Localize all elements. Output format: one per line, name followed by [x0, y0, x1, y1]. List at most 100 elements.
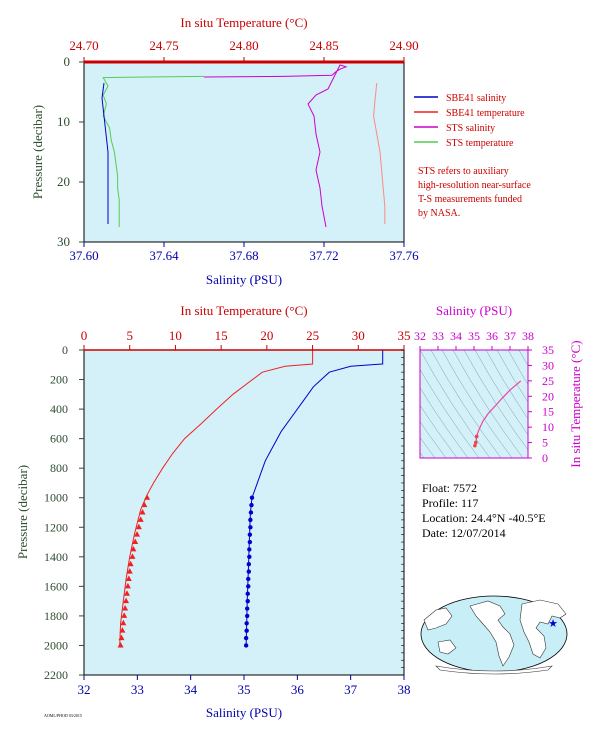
legend-item: STS salinity	[414, 123, 495, 134]
ts-top-axis-label: Salinity (PSU)	[436, 303, 512, 318]
main-y-tick-label: 1600	[44, 579, 68, 593]
main-y-tick-label: 2000	[44, 638, 68, 652]
float-number: Float: 7572	[422, 481, 477, 495]
main-top-tick-label: 15	[215, 328, 228, 343]
world-map: ★	[420, 595, 568, 675]
ts-density-contour	[496, 350, 528, 403]
temperature-marker	[118, 634, 125, 641]
ts-density-contour	[441, 350, 513, 458]
upper-bottom-axis-label: Salinity (PSU)	[206, 272, 282, 287]
temperature-marker	[132, 538, 139, 545]
temperature-marker	[127, 560, 134, 567]
map-land-asia-west	[423, 607, 453, 631]
salinity-marker	[249, 502, 254, 508]
profile-number: Profile: 117	[422, 496, 479, 510]
upper-series-line	[373, 82, 386, 224]
main-y-tick-label: 1800	[44, 609, 68, 623]
ts-right-tick-label: 30	[542, 358, 554, 372]
salinity-marker	[243, 635, 249, 641]
ts-density-contour	[530, 350, 600, 458]
main-y-tick-label: 1400	[44, 550, 68, 564]
ts-right-tick-label: 20	[542, 389, 554, 403]
map-land-australia	[437, 639, 457, 655]
ts-density-contour	[420, 350, 491, 458]
main-top-tick-label: 30	[352, 328, 365, 343]
ts-top-tick-label: 35	[468, 329, 480, 343]
main-y-tick-label: 1000	[44, 491, 68, 505]
legend-label: SBE41 salinity	[446, 93, 506, 104]
salinity-marker	[246, 569, 251, 574]
float-location-star-icon: ★	[548, 617, 558, 630]
ts-top-tick-label: 32	[414, 329, 426, 343]
ts-top-tick-label: 34	[450, 329, 462, 343]
upper-y-tick-label: 30	[57, 234, 70, 249]
legend-item: SBE41 temperature	[414, 108, 525, 119]
ts-curve	[474, 380, 522, 446]
ts-right-axis-label: In situ Temperature (°C)	[568, 340, 583, 467]
salinity-marker	[245, 591, 250, 596]
upper-y-tick-label: 20	[57, 174, 70, 189]
upper-top-axis-label: In situ Temperature (°C)	[180, 15, 307, 30]
main-bottom-tick-label: 36	[291, 682, 305, 697]
salinity-marker	[248, 517, 253, 523]
salinity-marker	[247, 539, 253, 545]
salinity-marker	[248, 510, 254, 515]
legend-note-line: by NASA.	[418, 208, 460, 219]
temperature-marker	[124, 582, 131, 589]
main-series-line	[119, 350, 314, 646]
main-axes: 0 5 10 15 20 25 30 35 32 33 34 35 36 37 38 0 200 400 600 80…	[44, 328, 411, 697]
upper-y-tick-label: 0	[64, 54, 71, 69]
ts-right-tick-label: 10	[542, 420, 554, 434]
temperature-marker	[139, 509, 146, 515]
ts-point	[474, 434, 479, 439]
temperature-marker	[117, 641, 124, 648]
upper-y-tick-label: 10	[57, 114, 70, 129]
legend-item: STS temperature	[414, 138, 514, 149]
temperature-marker	[137, 516, 144, 522]
main-y-tick-label: 1200	[44, 520, 68, 534]
main-top-tick-label: 0	[81, 328, 88, 343]
main-y-tick-label: 400	[50, 402, 68, 416]
temperature-marker	[144, 494, 151, 500]
main-plot-area	[84, 350, 404, 675]
temperature-marker	[123, 590, 130, 596]
temperature-marker	[125, 575, 132, 581]
upper-series-line	[203, 64, 348, 228]
legend-note-line: T-S measurements funded	[418, 194, 522, 205]
ts-density-contour	[430, 350, 502, 458]
ts-density-contour	[420, 369, 480, 458]
temperature-marker	[141, 501, 148, 508]
upper-y-axis-label: Pressure (decibar)	[30, 105, 45, 199]
ts-series	[473, 380, 522, 448]
temperature-marker	[126, 568, 133, 574]
upper-axes: 24.70 24.75 24.80 24.85 24.90 37.60 37.64 37.68…	[57, 38, 419, 263]
main-top-tick-label: 5	[126, 328, 133, 343]
ts-right-tick-label: 25	[542, 374, 554, 388]
salinity-marker	[247, 532, 253, 537]
map-land-antarctica	[435, 665, 553, 675]
temperature-marker	[120, 619, 127, 626]
main-bottom-tick-label: 37	[344, 682, 358, 697]
salinity-marker	[247, 547, 252, 552]
map-land-americas	[469, 600, 515, 667]
ts-top-tick-label: 33	[432, 329, 444, 343]
temperature-marker	[122, 605, 129, 611]
ts-density-contours	[420, 350, 600, 458]
upper-series-line	[101, 82, 109, 224]
upper-bottom-tick-label: 37.64	[149, 248, 179, 263]
ts-density-contour	[518, 350, 528, 367]
temperature-marker	[121, 612, 128, 618]
salinity-marker	[246, 584, 251, 589]
main-series	[117, 350, 384, 648]
ts-density-contour	[474, 350, 528, 436]
footer-credit: AOML/PHOD 03/2015	[44, 713, 82, 718]
upper-series	[101, 64, 386, 228]
main-bottom-tick-label: 32	[78, 682, 91, 697]
upper-bottom-tick-label: 37.76	[389, 248, 419, 263]
ts-right-tick-label: 35	[542, 343, 554, 357]
main-y-tick-label: 600	[50, 432, 68, 446]
main-y-tick-label: 0	[62, 343, 68, 357]
ts-top-tick-label: 36	[486, 329, 498, 343]
upper-top-tick-label: 24.75	[149, 38, 178, 53]
